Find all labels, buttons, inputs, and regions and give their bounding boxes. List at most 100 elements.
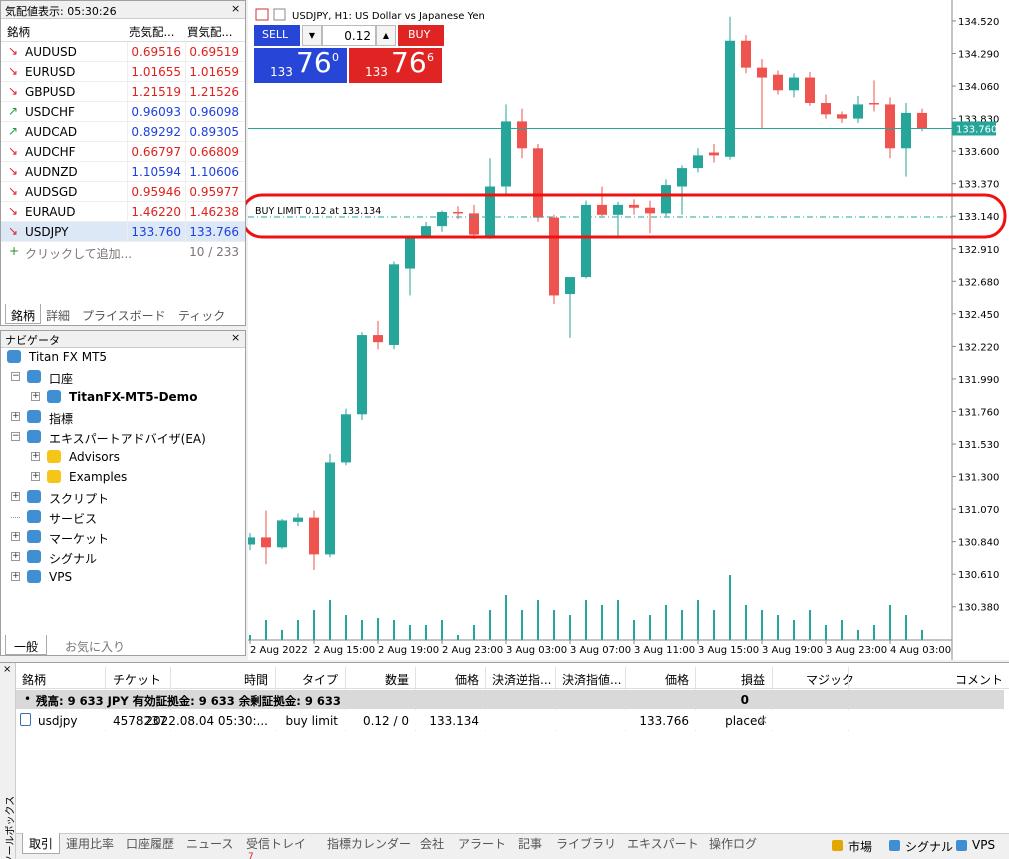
tree-expander[interactable]: + bbox=[11, 551, 20, 561]
tab[interactable]: ニュース bbox=[186, 837, 234, 851]
order-cancel[interactable]: × bbox=[758, 713, 769, 727]
tab[interactable]: 操作ログ bbox=[709, 837, 758, 851]
tab[interactable]: 記事 bbox=[518, 837, 543, 851]
column-header[interactable]: 数量 bbox=[384, 673, 409, 687]
column-header[interactable]: 損益 bbox=[740, 673, 765, 687]
lot-input[interactable]: 0.12 bbox=[322, 25, 376, 46]
column-header[interactable]: チケット bbox=[113, 673, 162, 687]
tab[interactable]: 銘柄 bbox=[5, 304, 42, 324]
tree-label[interactable]: エキスパートアドバイザ(EA) bbox=[49, 432, 206, 446]
buy-button[interactable]: BUY bbox=[398, 25, 444, 46]
ask: 0.69519 bbox=[189, 45, 239, 59]
close-button[interactable]: × bbox=[3, 664, 12, 675]
status-item[interactable]: シグナル bbox=[905, 840, 954, 854]
x-tick-label: 3 Aug 15:00 bbox=[698, 645, 759, 656]
tab[interactable]: お気に入り bbox=[65, 640, 126, 654]
tree-label[interactable]: Titan FX MT5 bbox=[29, 350, 108, 364]
symbol-row[interactable]: ↘ AUDCHF 0.66797 0.66809 bbox=[1, 142, 245, 162]
column-header[interactable]: 買気配... bbox=[187, 25, 233, 39]
column-header[interactable]: 時間 bbox=[243, 673, 268, 687]
close-button[interactable]: × bbox=[231, 331, 241, 344]
tree-label[interactable]: サービス bbox=[49, 512, 98, 526]
chart-icon bbox=[273, 8, 286, 21]
tree-expander[interactable]: + bbox=[31, 451, 40, 461]
tree-expander[interactable]: − bbox=[11, 371, 20, 381]
order-current-price: 133.766 bbox=[639, 714, 689, 728]
close-button[interactable]: × bbox=[231, 2, 241, 15]
column-header[interactable]: 銘柄 bbox=[22, 673, 47, 687]
tab[interactable]: 受信トレイ 7 bbox=[240, 833, 312, 859]
tree-label[interactable]: スクリプト bbox=[49, 492, 110, 506]
tree-expander[interactable]: + bbox=[11, 571, 20, 581]
tab[interactable]: 運用比率 bbox=[66, 837, 115, 851]
candle-body bbox=[437, 211, 447, 227]
col-sep bbox=[185, 142, 186, 162]
candle-body bbox=[309, 517, 319, 555]
tab[interactable]: ティック bbox=[178, 309, 226, 323]
y-tick-label: 134.290 bbox=[958, 49, 999, 60]
symbol: AUDCAD bbox=[25, 125, 78, 139]
symbol-row[interactable]: ↗ USDCHF 0.96093 0.96098 bbox=[1, 102, 245, 122]
candle-body bbox=[421, 226, 431, 237]
tree-label[interactable]: 指標 bbox=[49, 412, 74, 426]
tab[interactable]: ライブラリ bbox=[556, 837, 617, 851]
bid: 0.95946 bbox=[131, 185, 181, 199]
tree-label[interactable]: Advisors bbox=[69, 450, 120, 464]
tree-expander[interactable]: + bbox=[11, 491, 20, 501]
sell-price-box[interactable]: 133 76 0 bbox=[254, 46, 347, 83]
add-symbol[interactable]: クリックして追加... bbox=[25, 247, 133, 261]
column-header[interactable]: 価格 bbox=[664, 673, 689, 687]
tab[interactable]: 指標カレンダー bbox=[327, 837, 412, 851]
lot-up[interactable]: ▲ bbox=[376, 25, 396, 46]
column-header[interactable]: タイプ bbox=[301, 673, 338, 687]
tree-label[interactable]: Examples bbox=[69, 470, 128, 484]
tab[interactable]: プライスボード bbox=[82, 309, 166, 323]
tree-label[interactable]: シグナル bbox=[49, 552, 98, 566]
sell-button[interactable]: SELL bbox=[254, 25, 300, 46]
tree-expander[interactable]: − bbox=[11, 431, 20, 441]
order-row[interactable] bbox=[16, 710, 1004, 730]
candle-body bbox=[821, 103, 831, 115]
symbol-row[interactable]: ↘ AUDNZD 1.10594 1.10606 bbox=[1, 162, 245, 182]
tree-expander[interactable]: + bbox=[31, 391, 40, 401]
column-header[interactable]: 銘柄 bbox=[7, 25, 30, 39]
candle-body bbox=[341, 414, 351, 463]
col-sep bbox=[127, 202, 128, 222]
tree-label[interactable]: TitanFX-MT5-Demo bbox=[69, 390, 198, 404]
tab[interactable]: 詳細 bbox=[46, 309, 71, 323]
status-item[interactable]: 市場 bbox=[848, 840, 873, 854]
symbol-row[interactable]: ↘ EURAUD 1.46220 1.46238 bbox=[1, 202, 245, 222]
column-header[interactable]: マジック bbox=[806, 673, 855, 687]
ask: 0.96098 bbox=[189, 105, 239, 119]
tree-label[interactable]: VPS bbox=[49, 570, 73, 584]
column-header[interactable]: 価格 bbox=[454, 673, 479, 687]
ask: 1.10606 bbox=[189, 165, 239, 179]
symbol-row[interactable]: ↘ AUDUSD 0.69516 0.69519 bbox=[1, 42, 245, 62]
tree-expander[interactable]: + bbox=[11, 411, 20, 421]
tree-label[interactable]: マーケット bbox=[49, 532, 110, 546]
tab[interactable]: アラート bbox=[458, 837, 507, 851]
tree-expander[interactable]: + bbox=[31, 471, 40, 481]
status-item[interactable]: VPS bbox=[972, 838, 996, 852]
tab[interactable]: 取引 bbox=[22, 833, 61, 854]
tab[interactable]: 会社 bbox=[420, 837, 445, 851]
chart-icon bbox=[255, 8, 269, 21]
symbol-row[interactable]: ↘ AUDSGD 0.95946 0.95977 bbox=[1, 182, 245, 202]
symbol-row[interactable]: ↗ AUDCAD 0.89292 0.89305 bbox=[1, 122, 245, 142]
buy-price-box[interactable]: 133 76 6 bbox=[349, 46, 442, 83]
tree-label[interactable]: 口座 bbox=[49, 372, 74, 386]
column-header[interactable]: 売気配... bbox=[129, 25, 175, 39]
bid: 1.01655 bbox=[131, 65, 181, 79]
tab[interactable]: エキスパート bbox=[627, 837, 699, 851]
symbol-row[interactable]: ↘ USDJPY 133.760 133.766 bbox=[1, 222, 245, 242]
symbol-row[interactable]: ↘ EURUSD 1.01655 1.01659 bbox=[1, 62, 245, 82]
tree-expander[interactable]: + bbox=[11, 531, 20, 541]
symbol-row[interactable]: ↘ GBPUSD 1.21519 1.21526 bbox=[1, 82, 245, 102]
column-header[interactable]: 決済指値... bbox=[562, 673, 622, 687]
tab[interactable]: 一般 bbox=[5, 635, 48, 655]
column-header[interactable]: 決済逆指... bbox=[492, 673, 552, 687]
tab[interactable]: 口座履歴 bbox=[126, 837, 175, 851]
lot-down[interactable]: ▼ bbox=[302, 25, 322, 46]
y-tick-label: 131.300 bbox=[958, 473, 999, 484]
column-header[interactable]: コメント bbox=[954, 673, 1003, 687]
